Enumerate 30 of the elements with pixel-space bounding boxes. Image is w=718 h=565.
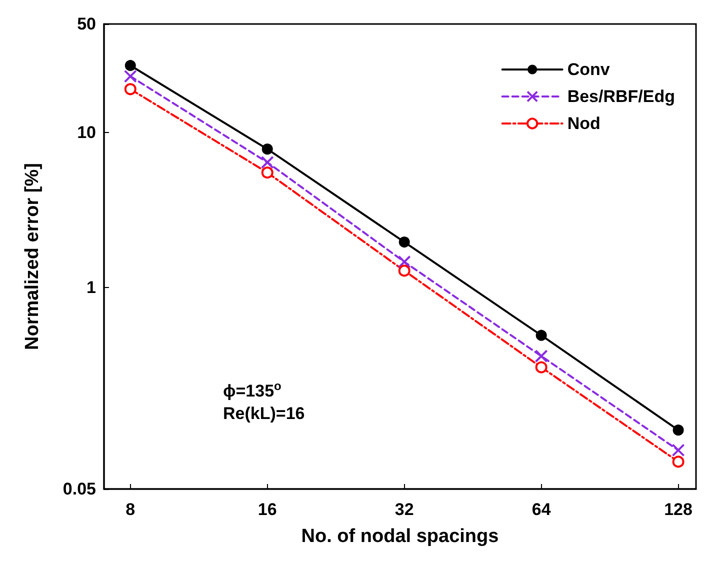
legend-label: Nod	[567, 114, 600, 133]
point	[535, 361, 548, 374]
x-axis-title: No. of nodal spacings	[301, 526, 499, 547]
x-tick-label: 32	[394, 500, 414, 519]
point	[124, 70, 137, 83]
x-tick-label: 8	[126, 500, 136, 519]
point	[262, 144, 273, 155]
y-tick-label: 10	[77, 122, 96, 142]
point	[124, 83, 136, 96]
point	[260, 156, 274, 169]
point	[534, 350, 548, 363]
y-tick-label: 0.05	[62, 480, 96, 498]
point	[672, 444, 685, 457]
x-tick-label: 64	[532, 500, 552, 519]
point	[261, 166, 274, 179]
point	[672, 456, 684, 468]
point	[398, 264, 410, 277]
y-axis-title: Normalized error [%]	[22, 163, 43, 350]
point	[124, 60, 136, 71]
point	[536, 330, 547, 341]
point	[398, 236, 410, 248]
y-tick-label: 50	[77, 14, 96, 34]
annotation: Re(kL)=16	[223, 404, 305, 423]
point	[398, 255, 411, 268]
legend-label: Conv	[567, 60, 610, 79]
legend-label: Bes/RBF/Edg	[567, 87, 676, 106]
point	[672, 424, 684, 436]
x-tick-label: 16	[258, 500, 277, 519]
y-tick-label: 1	[86, 278, 96, 297]
x-tick-label: 128	[664, 500, 692, 519]
